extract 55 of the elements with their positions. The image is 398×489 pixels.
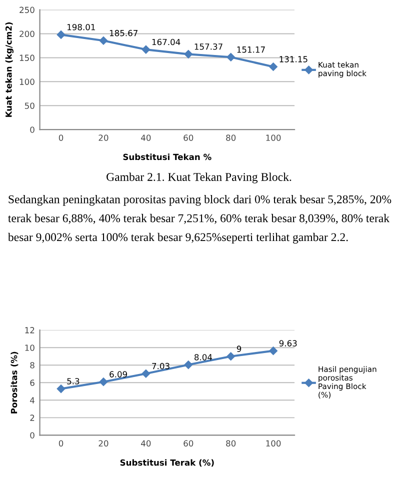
y-tick-label: 12 bbox=[25, 327, 34, 334]
point bbox=[99, 378, 108, 386]
data-label: 8.04 bbox=[194, 354, 212, 360]
text: Gambar 2.1. Kuat Tekan Paving Block. bbox=[106, 172, 292, 184]
x-tick-label: 40 bbox=[141, 440, 151, 447]
x-tick-label: 20 bbox=[98, 134, 108, 141]
x-tick-label: 20 bbox=[98, 440, 108, 447]
data-label: 185.67 bbox=[110, 30, 138, 36]
y-tick-label: 200 bbox=[20, 30, 34, 38]
data-label: 5.3 bbox=[67, 378, 80, 384]
y-tick-label: 0 bbox=[30, 126, 34, 133]
point bbox=[226, 352, 235, 360]
point bbox=[56, 30, 66, 39]
point bbox=[184, 360, 193, 369]
y-tick-label: 4 bbox=[30, 397, 34, 404]
data-label: 198.01 bbox=[68, 24, 95, 30]
x-tick-label: 80 bbox=[226, 134, 236, 141]
y-tick-label: 100 bbox=[20, 78, 34, 85]
x-tick-label: 100 bbox=[266, 440, 281, 447]
text: Sedangkan peningkatan porositas paving block dari 0% terak besar 5,285%, 20% terak besar 6,88%, 40% terak besar 7,251%, 60% terak besar 8,039%, 80% terak besar 9,002% serta 100% terak besar 9,625%seperti terlihat gambar 2.2. bbox=[8, 195, 392, 244]
x-axis-title: Substitusi Terak (%) bbox=[120, 459, 214, 467]
y-tick-label: 8 bbox=[30, 362, 34, 368]
x-axis-title: Substitusi Tekan % bbox=[123, 154, 212, 160]
data-label: 9.63 bbox=[279, 340, 297, 346]
point bbox=[142, 369, 150, 378]
point bbox=[269, 346, 278, 355]
x-tick-label: 40 bbox=[141, 134, 151, 141]
point bbox=[269, 62, 278, 71]
x-tick-label: 0 bbox=[58, 134, 64, 141]
x-tick-label: 0 bbox=[58, 440, 64, 447]
x-tick-label: 80 bbox=[226, 440, 236, 447]
data-label: 9 bbox=[236, 346, 242, 352]
point bbox=[99, 36, 108, 45]
x-tick-label: 60 bbox=[184, 134, 194, 141]
y-axis-title: Porositas (%) bbox=[10, 352, 18, 414]
y-tick-label: 0 bbox=[30, 432, 34, 438]
x-tick-label: 100 bbox=[266, 134, 281, 141]
data-label: 7.03 bbox=[152, 362, 170, 370]
x-tick-label: 60 bbox=[184, 440, 194, 447]
data-label: 167.04 bbox=[152, 38, 180, 46]
point bbox=[56, 384, 66, 393]
point bbox=[142, 45, 150, 54]
y-tick-label: 250 bbox=[20, 6, 34, 14]
y-tick-label: 50 bbox=[24, 102, 34, 109]
point bbox=[226, 53, 235, 62]
data-label: 157.37 bbox=[194, 43, 222, 50]
data-label: 151.17 bbox=[237, 46, 265, 53]
y-tick-label: 6 bbox=[30, 380, 34, 386]
data-label: 131.15 bbox=[280, 56, 308, 62]
data-label: 6.09 bbox=[110, 371, 128, 378]
y-tick-label: 2 bbox=[30, 414, 34, 421]
y-axis-title: Kuat tekan (kg/cm2) bbox=[5, 22, 14, 117]
y-tick-label: 10 bbox=[25, 344, 34, 351]
point bbox=[184, 50, 193, 58]
y-tick-label: 150 bbox=[20, 54, 34, 61]
